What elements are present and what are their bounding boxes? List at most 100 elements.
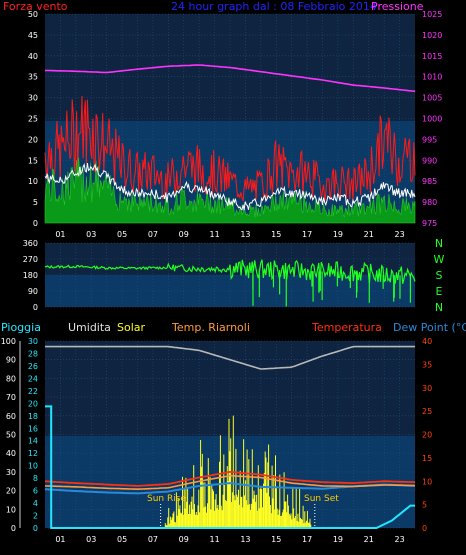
humidity-tick-label: 10: [6, 505, 16, 514]
hour-tick-label: 05: [117, 535, 127, 544]
temperature-tick-label: 20: [422, 431, 432, 440]
rain-tick-label: 12: [28, 449, 38, 458]
pressure-tick-label: 1015: [422, 52, 442, 61]
wind-average-line: [44, 163, 416, 211]
direction-tick-label: 270: [23, 255, 38, 264]
rain-tick-label: 6: [33, 487, 38, 496]
rain-line: [45, 405, 415, 529]
hour-tick-label: 11: [209, 230, 219, 239]
temperature-tick-label: 40: [422, 337, 432, 346]
wind-tick-label: 45: [28, 31, 38, 40]
rain-tick-label: 0: [33, 524, 38, 533]
rain-tick-label: 22: [28, 387, 38, 396]
legend-solar: Solar: [117, 321, 146, 334]
pressure-tick-label: 980: [422, 198, 437, 207]
chart-marks: [44, 64, 416, 529]
pressure-tick-label: 1000: [422, 115, 442, 124]
humidity-tick-label: 80: [6, 374, 16, 383]
rain-tick-label: 30: [28, 337, 38, 346]
pressure-tick-label: 1020: [422, 31, 442, 40]
wind-tick-label: 15: [28, 156, 38, 165]
rain-tick-label: 4: [33, 499, 38, 508]
hour-tick-label: 07: [148, 535, 158, 544]
hour-tick-label: 23: [394, 535, 404, 544]
temperature-tick-label: 5: [422, 501, 427, 510]
rain-tick-label: 8: [33, 474, 38, 483]
humidity-tick-label: 90: [6, 356, 16, 365]
humidity-tick-label: 30: [6, 468, 16, 477]
legend-rain: Pioggia: [1, 321, 41, 334]
temperature-tick-label: 25: [422, 407, 432, 416]
wind-tick-label: 5: [33, 198, 38, 207]
rain-tick-label: 24: [28, 374, 38, 383]
temperature-tick-label: 15: [422, 454, 432, 463]
temperature-tick-label: 35: [422, 360, 432, 369]
hour-tick-label: 21: [364, 535, 374, 544]
legend-dewpoint: Dew Point (°C): [393, 321, 466, 334]
wind-tick-label: 40: [28, 52, 38, 61]
humidity-tick-label: 70: [6, 393, 16, 402]
hour-tick-label: 09: [179, 535, 189, 544]
rain-tick-label: 20: [28, 399, 38, 408]
wind-gust-line: [44, 95, 416, 202]
panel3-bg-top: [45, 341, 415, 436]
compass-tick-label: W: [434, 253, 445, 266]
compass-tick-label: N: [435, 237, 443, 250]
humidity-tick-label: 0: [11, 524, 16, 533]
pressure-tick-label: 990: [422, 156, 437, 165]
humidity-tick-label: 100: [1, 337, 16, 346]
rain-tick-label: 10: [28, 462, 38, 471]
wind-tick-label: 20: [28, 135, 38, 144]
compass-tick-label: N: [435, 301, 443, 314]
legend-temperature: Temperatura: [311, 321, 382, 334]
direction-tick-label: 360: [23, 239, 38, 248]
direction-tick-label: 180: [23, 271, 38, 280]
hour-tick-label: 09: [179, 230, 189, 239]
pressure-axis-label: Pressione: [371, 0, 424, 13]
pressure-tick-label: 975: [422, 219, 437, 228]
hour-tick-label: 13: [240, 535, 250, 544]
rain-tick-label: 18: [28, 412, 38, 421]
pressure-tick-label: 1010: [422, 73, 442, 82]
hour-tick-label: 15: [271, 535, 281, 544]
humidity-tick-label: 60: [6, 412, 16, 421]
wind-axis-label: Forza vento: [3, 0, 68, 13]
wind-tick-label: 0: [33, 219, 38, 228]
hour-tick-label: 15: [271, 230, 281, 239]
pressure-tick-label: 995: [422, 135, 437, 144]
wind-tick-label: 35: [28, 73, 38, 82]
hour-tick-label: 07: [148, 230, 158, 239]
pressure-tick-label: 1005: [422, 94, 442, 103]
legend-humidity: Umidita: [68, 321, 111, 334]
temperature-line: [44, 470, 416, 487]
hour-tick-label: 19: [333, 535, 343, 544]
hour-tick-label: 17: [302, 230, 312, 239]
direction-tick-label: 0: [33, 303, 38, 312]
chart-title: 24 hour graph dal : 08 Febbraio 2014: [171, 0, 377, 13]
wind-tick-label: 10: [28, 177, 38, 186]
direction-tick-label: 90: [28, 287, 38, 296]
hour-tick-label: 03: [86, 230, 96, 239]
hour-tick-label: 23: [394, 230, 404, 239]
hour-tick-label: 11: [209, 535, 219, 544]
rain-tick-label: 16: [28, 424, 38, 433]
compass-tick-label: S: [436, 269, 443, 282]
humidity-line: [45, 345, 415, 370]
wind-tick-label: 50: [28, 10, 38, 19]
rain-tick-label: 28: [28, 349, 38, 358]
sunset-label: Sun Set: [304, 494, 339, 504]
pressure-line: [44, 64, 416, 93]
rain-tick-label: 14: [28, 437, 38, 446]
wind-direction-line: [44, 259, 416, 284]
rain-tick-label: 26: [28, 362, 38, 371]
hour-tick-label: 17: [302, 535, 312, 544]
sunrise-label: Sun Rise: [147, 494, 186, 504]
hour-tick-label: 13: [240, 230, 250, 239]
hour-tick-label: 01: [55, 535, 65, 544]
wind-tick-label: 30: [28, 94, 38, 103]
pressure-tick-label: 1025: [422, 10, 442, 19]
wind-base-area: [44, 157, 416, 224]
